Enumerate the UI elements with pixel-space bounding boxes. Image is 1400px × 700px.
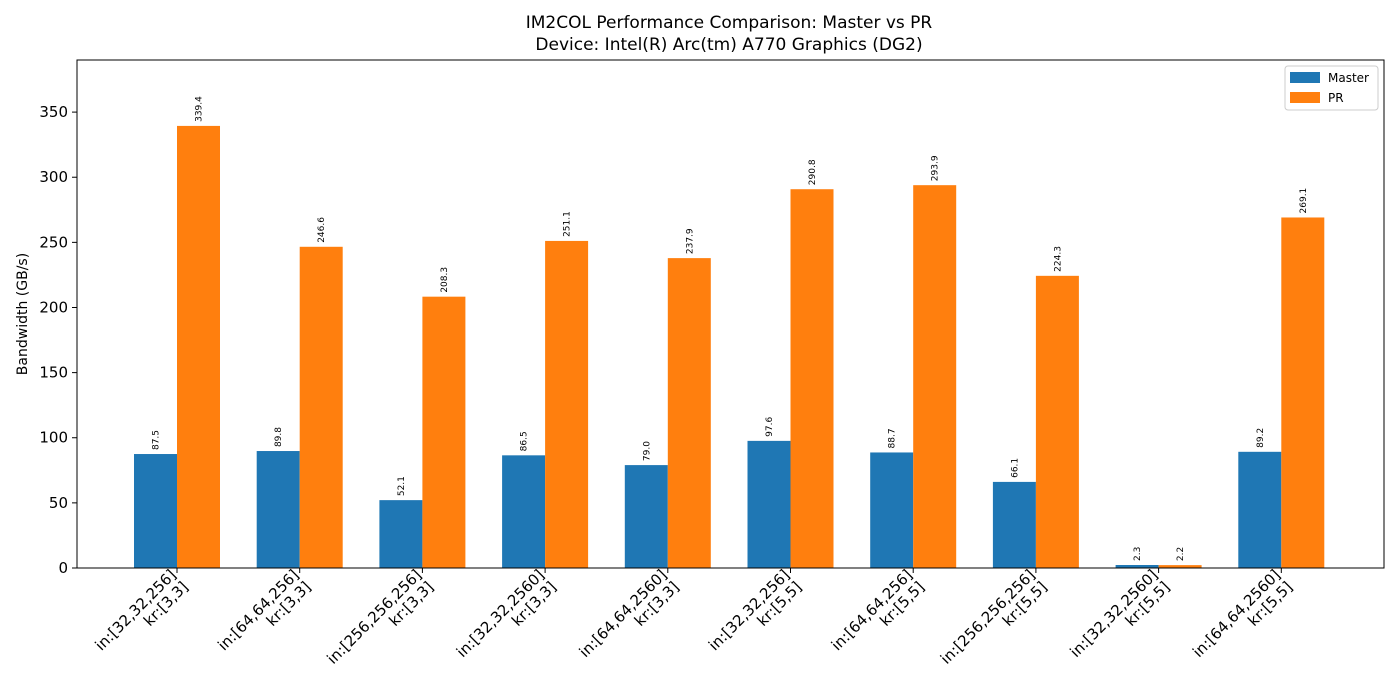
x-tick-label: in:[64,64,2560]kr:[3,3]: [576, 566, 683, 661]
legend-swatch-pr: [1290, 92, 1320, 103]
legend-label-master: Master: [1328, 71, 1369, 85]
chart-subtitle: Device: Intel(R) Arc(tm) A770 Graphics (…: [535, 35, 922, 55]
bar-value-label: 339.4: [195, 96, 205, 122]
y-tick-label: 150: [39, 364, 68, 382]
y-tick-label: 300: [39, 168, 68, 186]
bar-master: [1115, 565, 1159, 568]
bar-value-label: 269.1: [1299, 188, 1309, 214]
bar-value-label: 88.7: [888, 428, 898, 448]
bar-pr: [1035, 275, 1079, 568]
y-tick-label: 350: [39, 103, 68, 121]
bar-pr: [422, 296, 466, 568]
bar-value-label: 89.8: [274, 427, 284, 447]
bar-master: [1238, 451, 1282, 568]
bar-value-label: 251.1: [563, 211, 573, 237]
y-tick-label: 250: [39, 233, 68, 251]
bar-value-label: 89.2: [1256, 428, 1266, 448]
bar-value-label: 290.8: [808, 159, 818, 185]
bar-value-label: 79.0: [642, 441, 652, 461]
bar-value-label: 237.9: [685, 228, 695, 254]
x-tick-label: in:[64,64,256]kr:[5,5]: [828, 566, 928, 654]
x-tick-label: in:[256,256,256]kr:[3,3]: [323, 566, 437, 668]
bar-value-label: 224.3: [1053, 246, 1063, 272]
bar-master: [256, 451, 300, 568]
bar-pr: [1158, 565, 1202, 568]
x-axis: in:[32,32,256]kr:[3,3] in:[64,64,256]kr:[…: [91, 566, 1296, 668]
bar-value-label: 97.6: [765, 417, 775, 437]
bar-pr: [667, 258, 711, 568]
bar-value-label: 2.3: [1133, 547, 1143, 561]
bar-value-label: 246.6: [317, 217, 327, 243]
bar-master: [379, 500, 423, 568]
legend: Master PR: [1284, 65, 1379, 111]
y-tick-label: 0: [58, 559, 68, 577]
chart-title: IM2COL Performance Comparison: Master vs…: [526, 13, 933, 33]
y-axis: 0 50 100 150 200 250 300 350: [39, 103, 77, 577]
bar-master: [870, 452, 914, 568]
bar-value-label: 208.3: [440, 267, 450, 293]
x-tick-label: in:[32,32,2560]kr:[5,5]: [1066, 566, 1173, 661]
x-tick-label: in:[256,256,256]kr:[5,5]: [937, 566, 1051, 668]
y-tick-label: 100: [39, 429, 68, 447]
bar-master: [624, 465, 668, 568]
bar-value-label: 87.5: [152, 430, 162, 450]
bar-pr: [299, 246, 343, 568]
bar-pr: [1281, 217, 1325, 569]
bar-value-label: 66.1: [1010, 458, 1020, 478]
bar-pr: [177, 125, 220, 569]
bar-pr: [913, 185, 957, 569]
legend-swatch-master: [1290, 72, 1320, 83]
y-tick-label: 50: [49, 494, 68, 512]
bars-layer: 87.5 89.8 52.1 86.5 79.0 97.6 88.7 66.1 2.3 89.2 3…: [134, 96, 1325, 569]
bar-value-label: 86.5: [520, 431, 530, 451]
y-axis-label: Bandwidth (GB/s): [15, 253, 31, 375]
x-tick-label: in:[64,64,2560]kr:[5,5]: [1189, 566, 1296, 661]
bar-master: [502, 455, 546, 568]
y-tick-label: 200: [39, 298, 68, 316]
legend-label-pr: PR: [1328, 91, 1344, 105]
x-tick-label: in:[32,32,256]kr:[5,5]: [705, 566, 805, 654]
bar-master: [134, 454, 177, 568]
bar-value-label: 293.9: [931, 155, 941, 181]
bar-value-label: 2.2: [1176, 547, 1186, 561]
bar-pr: [790, 189, 834, 568]
x-tick-label: in:[64,64,256]kr:[3,3]: [214, 566, 314, 654]
x-tick-label: in:[32,32,256]kr:[3,3]: [91, 566, 191, 654]
x-tick-label: in:[32,32,2560]kr:[3,3]: [453, 566, 560, 661]
plot-frame: [76, 59, 1385, 569]
bar-value-label: 52.1: [397, 476, 407, 496]
bar-pr: [545, 240, 589, 568]
bar-master: [992, 481, 1036, 568]
bar-master: [747, 440, 791, 568]
